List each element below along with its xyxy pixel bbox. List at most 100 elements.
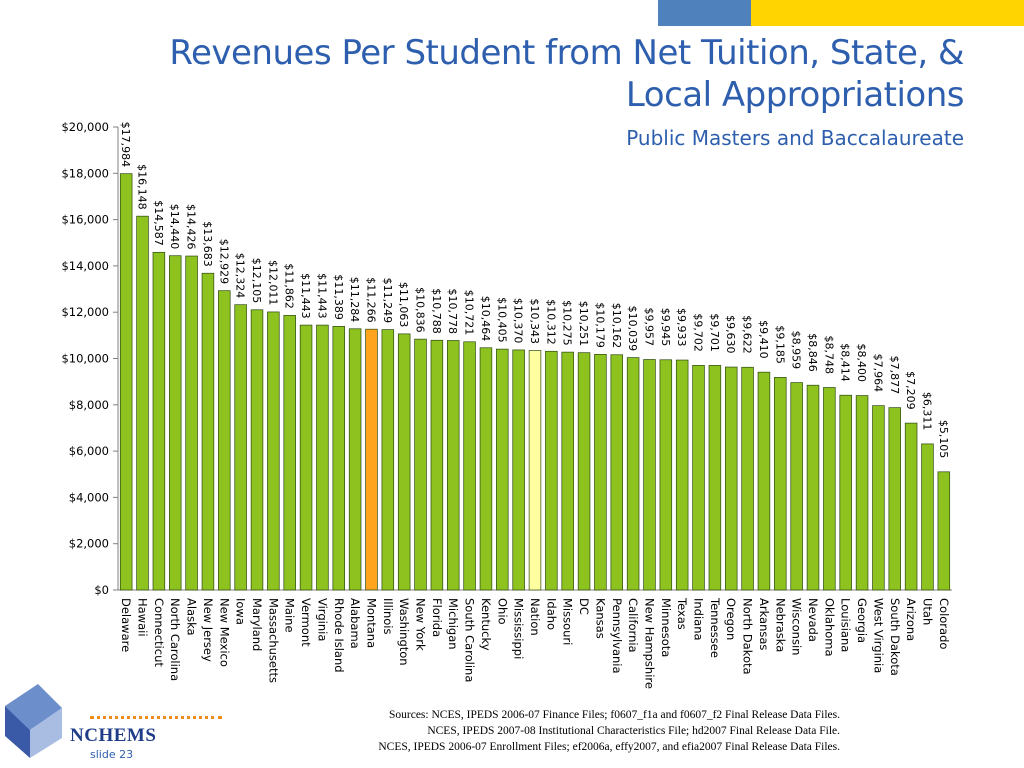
bar — [168, 255, 182, 591]
category-label: Colorado — [937, 598, 951, 649]
category-label: Connecticut — [152, 598, 166, 667]
y-tick-label: $12,000 — [61, 305, 109, 319]
bar — [659, 359, 673, 591]
nchems-cube-logo-icon — [5, 684, 62, 758]
bar-value-label: $10,721 — [463, 290, 476, 336]
category-label: Louisiana — [839, 598, 853, 652]
bar-value-label: $8,959 — [790, 331, 803, 370]
category-label: Georgia — [855, 598, 869, 643]
y-tick-label: $6,000 — [69, 444, 109, 458]
category-label: Kentucky — [479, 598, 493, 651]
bar — [872, 405, 885, 591]
category-label: Kansas — [593, 598, 607, 639]
category-label: California — [626, 598, 640, 653]
bar-value-label: $10,251 — [577, 301, 590, 347]
bar — [136, 215, 149, 591]
bar — [152, 251, 166, 591]
y-tick-label: $14,000 — [61, 259, 109, 273]
category-label: Texas — [675, 597, 689, 630]
category-label: Pennsylvania — [610, 598, 624, 674]
y-tick-label: $4,000 — [69, 490, 109, 504]
source-line-1: Sources: NCES, IPEDS 2006-07 Finance Fil… — [389, 709, 840, 721]
bar — [267, 311, 280, 591]
category-label: New Hampshire — [642, 598, 656, 689]
category-label: North Carolina — [168, 598, 182, 681]
bar-value-label: $10,312 — [544, 299, 557, 345]
bar — [496, 348, 509, 591]
category-label: Vermont — [299, 598, 313, 647]
bar-value-label: $12,105 — [250, 258, 263, 304]
sources-note: Sources: NCES, IPEDS 2006-07 Finance Fil… — [200, 707, 840, 755]
bar — [446, 340, 460, 591]
bar-value-label: $9,185 — [773, 325, 786, 364]
bar-value-label: $14,440 — [168, 204, 181, 250]
bar — [397, 333, 411, 591]
bar-value-label: $10,275 — [561, 300, 574, 346]
category-label: Arkansas — [757, 598, 771, 650]
y-tick-label: $18,000 — [61, 166, 109, 180]
category-label: Alaska — [185, 598, 199, 636]
bar — [790, 382, 803, 591]
bar — [381, 329, 395, 591]
bar-value-label: $11,862 — [283, 263, 296, 309]
bar — [937, 471, 951, 591]
bar-value-label: $9,957 — [642, 307, 655, 346]
bar-value-label: $8,748 — [822, 335, 835, 374]
top-accent-blue — [658, 0, 751, 26]
bar — [724, 366, 738, 591]
bar-value-label: $9,702 — [692, 313, 705, 352]
bar — [185, 255, 198, 591]
bar — [119, 173, 133, 591]
category-label: New Mexico — [217, 598, 231, 667]
category-label: Arizona — [904, 598, 918, 641]
category-label: Rhode Island — [332, 598, 346, 673]
category-label: Nevada — [806, 598, 820, 642]
category-label: Illinois — [381, 598, 395, 635]
category-label: Washington — [397, 598, 411, 666]
bar-value-label: $11,443 — [315, 273, 328, 319]
bar-value-label: $12,929 — [217, 239, 230, 285]
category-label: Minnesota — [659, 598, 673, 657]
bar — [675, 359, 689, 591]
category-label: Delaware — [119, 598, 133, 652]
logo-dotted-rule — [90, 716, 222, 719]
bar-value-label: $11,389 — [332, 274, 345, 320]
bar-value-label: $14,426 — [185, 204, 198, 250]
bar — [561, 351, 574, 591]
bar-value-label: $9,622 — [741, 315, 754, 354]
category-label: Alabama — [348, 598, 362, 649]
bar-value-label: $7,877 — [888, 356, 901, 395]
bar — [463, 341, 476, 591]
bar-value-label: $11,249 — [381, 278, 394, 324]
category-label: Utah — [920, 598, 934, 625]
category-label: New York — [414, 598, 428, 651]
bar-value-label: $10,039 — [626, 306, 639, 352]
bar-value-label: $12,011 — [266, 260, 279, 306]
category-label: Florida — [430, 598, 444, 637]
bar-value-label: $13,683 — [201, 221, 214, 267]
slide-title: Revenues Per Student from Net Tuition, S… — [64, 32, 964, 116]
bar — [643, 359, 656, 591]
bar — [348, 328, 362, 591]
category-label: Oklahoma — [822, 598, 836, 657]
category-label: Maine — [283, 598, 297, 633]
bar — [430, 339, 444, 591]
slide-number: slide 23 — [90, 748, 134, 761]
bar-value-label: $10,464 — [479, 296, 492, 342]
category-label: New Jersey — [201, 598, 215, 662]
bar-value-label: $9,410 — [757, 320, 770, 359]
category-label: West Virginia — [871, 598, 885, 673]
category-label: Mississippi — [512, 598, 526, 659]
category-label: Hawaii — [136, 598, 150, 637]
bar — [904, 422, 918, 591]
category-label: Massachusetts — [266, 598, 280, 683]
bar-value-label: $8,846 — [806, 333, 819, 372]
title-line-1: Revenues Per Student from Net Tuition, S… — [169, 33, 964, 73]
bar-value-label: $11,443 — [299, 273, 312, 319]
bar — [250, 309, 264, 591]
category-label: North Dakota — [741, 598, 755, 675]
bar — [741, 366, 754, 591]
category-label: Ohio — [495, 598, 509, 625]
bar-value-label: $16,148 — [136, 164, 149, 210]
